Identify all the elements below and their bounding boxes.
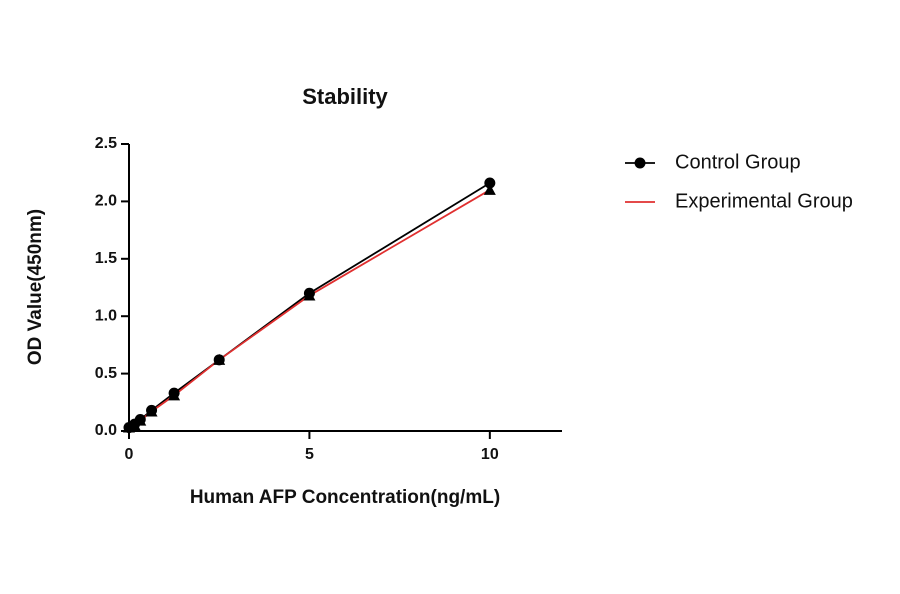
data-point [484,177,496,189]
legend-label: Control Group [675,151,801,173]
x-tick-label: 5 [305,446,314,463]
series-line [128,182,491,429]
y-tick-label: 0.0 [95,422,117,439]
y-tick-label: 1.5 [95,250,117,267]
y-axis-title: OD Value(450nm) [25,209,46,365]
x-tick-label: 10 [481,446,499,463]
data-point [483,183,496,195]
y-tick-label: 0.5 [95,365,117,382]
y-tick-label: 2.0 [95,193,117,210]
legend-marker [634,157,646,169]
y-tick-label: 2.5 [95,135,117,152]
data-point [145,405,158,417]
series-line [128,189,491,429]
data-point [168,389,181,401]
x-axis-title: Human AFP Concentration(ng/mL) [190,487,500,508]
data-point [303,289,316,301]
chart-title: Stability [302,84,388,109]
y-tick-label: 1.0 [95,307,117,324]
x-tick-label: 0 [125,446,134,463]
data-point [128,419,141,431]
legend-label: Experimental Group [675,190,853,212]
data-point [213,353,226,365]
data-point [134,414,147,426]
